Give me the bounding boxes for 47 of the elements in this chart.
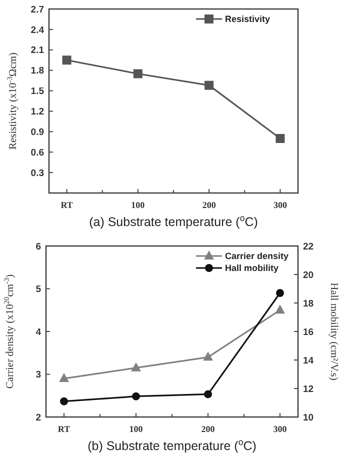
- x-tick-label: RT: [60, 200, 73, 210]
- point: [60, 397, 68, 406]
- y-tick-label: 0.6: [30, 147, 44, 158]
- legend-label: Carrier density: [225, 251, 289, 262]
- y-tick-label: 1.5: [30, 86, 45, 98]
- x-tick-label: 100: [131, 200, 146, 210]
- x-tick-label: 200: [201, 424, 216, 434]
- point: [204, 80, 214, 90]
- legend-label: Resistivity: [225, 14, 270, 24]
- point: [275, 304, 285, 314]
- x-tick-label: 100: [129, 424, 144, 434]
- x-axis-title: (a) Substrate temperature ($^{o}$C): [89, 213, 258, 229]
- y2-tick-label: 16: [303, 326, 314, 338]
- y2-tick-label: 22: [303, 241, 314, 252]
- y-tick-label: 2.1: [30, 45, 45, 56]
- point: [204, 390, 212, 398]
- point: [132, 392, 140, 400]
- y-tick-label: 1.8: [30, 66, 44, 77]
- x-tick-label: 300: [273, 424, 288, 434]
- point: [133, 69, 142, 78]
- y-tick-label: 5: [36, 284, 42, 296]
- y-tick-label: 2.4: [30, 24, 45, 36]
- point: [203, 352, 213, 361]
- x-tick-label: 300: [273, 200, 288, 210]
- point: [276, 134, 285, 143]
- y2-tick-label: 10: [303, 412, 314, 424]
- y-tick-label: 0.3: [30, 168, 44, 179]
- y-tick-label: 4: [36, 326, 42, 338]
- point: [276, 289, 284, 298]
- y-tick-label: 2.7: [30, 4, 44, 16]
- y2-tick-label: 14: [303, 355, 314, 366]
- y-tick-label: 0.9: [30, 126, 44, 138]
- y2-tick-label: 12: [303, 384, 314, 395]
- y2-tick-label: 18: [303, 298, 314, 310]
- point: [62, 56, 72, 65]
- x-tick-label: RT: [58, 424, 70, 434]
- y-tick-label: 3: [36, 370, 41, 381]
- y2-axis-title: Hall mobility (cm²/V.s): [328, 282, 339, 381]
- y2-tick-label: 20: [303, 270, 314, 281]
- point: [131, 362, 141, 372]
- y-tick-label: 2: [36, 412, 41, 424]
- y-tick-label: 6: [36, 241, 41, 252]
- x-tick-label: 200: [202, 200, 216, 210]
- point: [59, 373, 69, 382]
- legend-label: Hall mobility: [225, 263, 279, 274]
- y-tick-label: 1.2: [30, 106, 44, 118]
- x-axis-title: (b) Substrate temperature ($^{o}$C): [88, 437, 256, 453]
